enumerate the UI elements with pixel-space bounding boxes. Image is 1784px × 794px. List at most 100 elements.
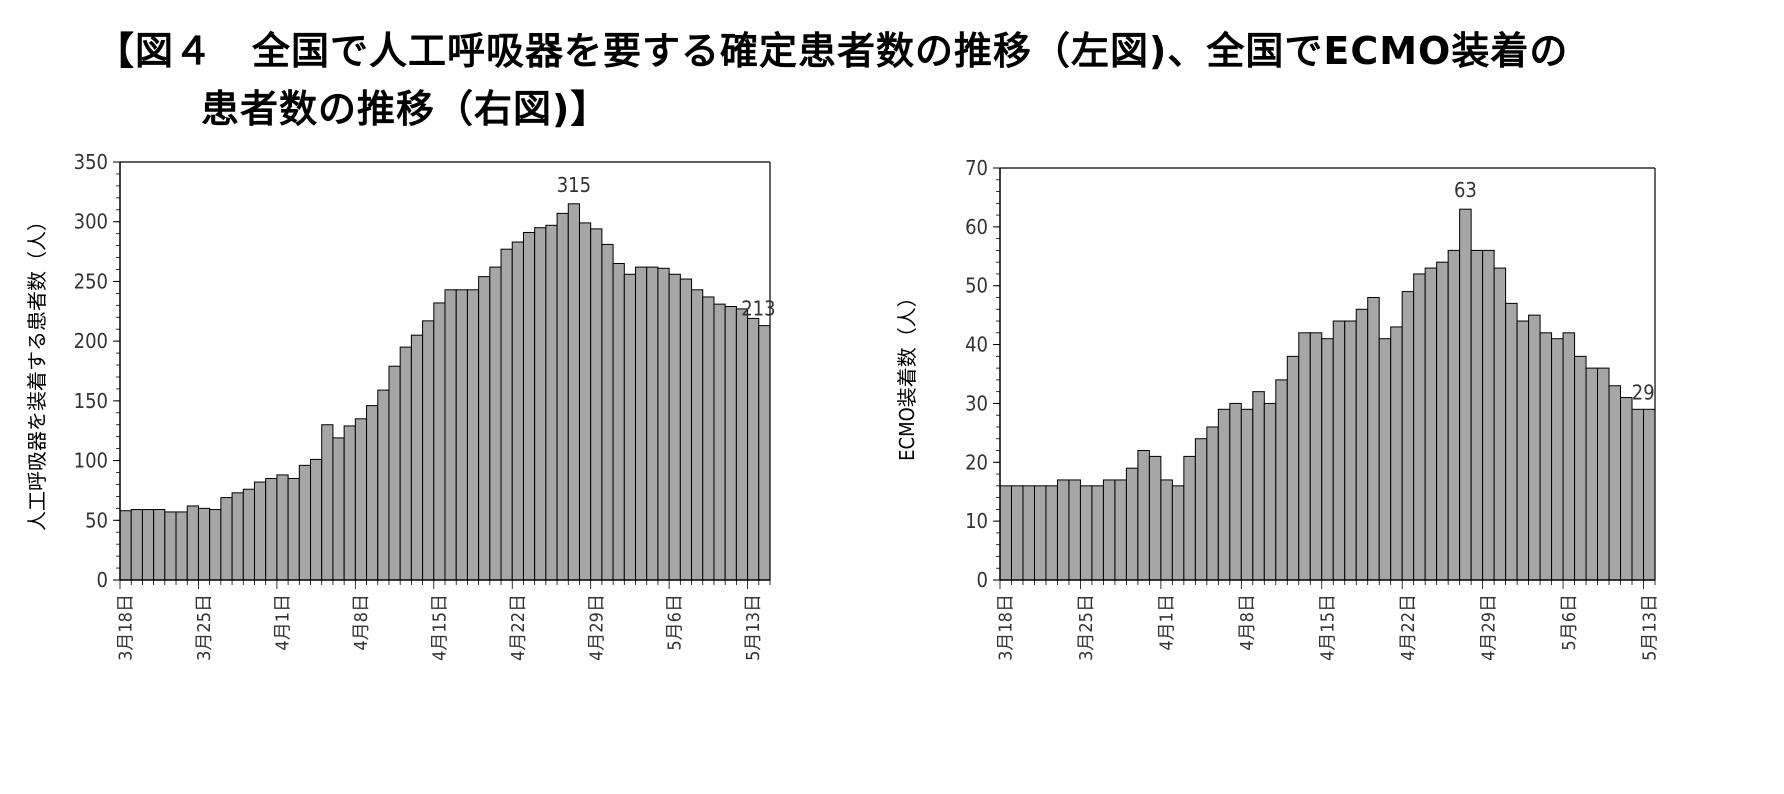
ventilator-y-tick-label: 250 <box>74 269 108 293</box>
ventilator-bar <box>713 303 726 581</box>
ventilator-bar <box>623 273 637 581</box>
ventilator-bar <box>377 389 390 581</box>
ecmo-y-tick-label: 30 <box>965 391 988 415</box>
ventilator-x-tick-label: 3月18日 <box>116 594 137 661</box>
ventilator-bar <box>567 203 580 581</box>
ecmo-bar <box>1631 408 1645 581</box>
ventilator-bar <box>287 477 300 581</box>
ecmo-x-tick-label: 4月1日 <box>1157 594 1178 651</box>
ecmo-y-tick-label: 40 <box>965 333 988 357</box>
ventilator-bar <box>119 510 132 581</box>
ventilator-bar <box>466 289 480 581</box>
ventilator-bar <box>646 266 659 581</box>
ventilator-bar <box>220 497 233 581</box>
figure-heading: 【図４ 全国で人工呼吸器を要する確定患者数の推移（左図)、全国でECMO装着の … <box>96 22 1756 138</box>
ventilator-y-tick-label: 350 <box>74 150 108 174</box>
ventilator-y-tick-label: 100 <box>74 449 108 473</box>
ventilator-bar <box>702 296 715 581</box>
ecmo-bar <box>1539 332 1553 581</box>
ecmo-bar <box>1470 249 1484 581</box>
ecmo-bar <box>1148 455 1162 581</box>
ecmo-bar <box>1010 485 1024 581</box>
ecmo-y-tick-label: 50 <box>965 274 988 298</box>
ecmo-chart: ECMO装着数（人） 0 10 20 30 40 50 60 70 3月18日 3月25日 4月1日 4… <box>890 150 1770 794</box>
ecmo-bar <box>1056 479 1070 581</box>
heading-line-2: 患者数の推移（右図)】 <box>201 87 610 131</box>
ventilator-bar <box>242 488 255 581</box>
ecmo-x-tick-label: 4月15日 <box>1318 594 1339 661</box>
ventilator-bar <box>679 278 693 581</box>
ventilator-bar <box>747 317 760 581</box>
ventilator-bar <box>265 477 278 581</box>
ecmo-x-tick-label: 4月8日 <box>1237 594 1258 651</box>
ecmo-bar <box>1620 397 1633 581</box>
ecmo-bar <box>1309 332 1323 581</box>
ecmo-last-value-label: 29 <box>1632 380 1655 404</box>
ecmo-x-tick-label: 5月13日 <box>1639 594 1660 661</box>
ventilator-x-tick-label: 5月6日 <box>665 594 686 651</box>
ventilator-x-tick-label: 3月25日 <box>194 594 215 661</box>
ventilator-bar <box>735 308 749 581</box>
ecmo-bar <box>1045 485 1058 581</box>
ventilator-bar <box>657 267 670 581</box>
ventilator-bar <box>444 289 457 581</box>
ventilator-bar <box>534 227 547 581</box>
ventilator-chart-svg: 人工呼吸器を装着する患者数（人） 0 50 100 150 200 250 300 350 3月1… <box>25 150 776 661</box>
ecmo-bar <box>1332 320 1346 581</box>
ecmo-bar <box>1574 355 1587 581</box>
ventilator-x-tick-label: 4月22日 <box>508 594 529 661</box>
ecmo-bar <box>1217 408 1231 581</box>
ventilator-bar <box>455 289 468 581</box>
ventilator-bar <box>724 306 737 581</box>
ecmo-bar <box>1068 479 1081 581</box>
ventilator-bar <box>253 481 267 581</box>
ecmo-bar <box>1413 273 1426 581</box>
ecmo-bar <box>1597 367 1610 581</box>
heading-line-1: 【図４ 全国で人工呼吸器を要する確定患者数の推移（左図)、全国でECMO装着の <box>96 29 1569 73</box>
ventilator-bar <box>153 509 166 581</box>
ventilator-x-tick-label: 4月29日 <box>586 594 607 661</box>
ventilator-bar <box>130 509 143 581</box>
ventilator-x-tick-label: 4月8日 <box>351 594 372 651</box>
ecmo-bar <box>1378 338 1392 581</box>
ecmo-bar <box>1401 291 1415 581</box>
ecmo-bar <box>1516 320 1530 581</box>
ecmo-bar <box>1528 314 1541 581</box>
ventilator-y-tick-label: 200 <box>74 329 108 353</box>
ecmo-bar <box>1252 391 1265 581</box>
ventilator-bar <box>310 458 323 581</box>
ecmo-bar <box>1022 485 1035 581</box>
ventilator-bar <box>500 248 513 581</box>
ecmo-bar <box>1160 479 1173 581</box>
ecmo-bar <box>1447 249 1461 581</box>
ecmo-bar <box>1367 296 1380 581</box>
ventilator-bar <box>298 464 312 581</box>
ventilator-bar <box>186 505 199 581</box>
ventilator-bar <box>590 228 603 581</box>
ecmo-bar <box>1183 455 1196 581</box>
ecmo-y-tick-label: 70 <box>965 156 988 180</box>
ventilator-bar <box>578 222 592 581</box>
ecmo-bar <box>1585 367 1599 581</box>
ventilator-x-tick-label: 5月13日 <box>743 594 764 661</box>
ventilator-bar <box>635 266 648 581</box>
ecmo-bar <box>1125 467 1139 581</box>
ecmo-bar <box>1137 450 1150 581</box>
ventilator-y-tick-label: 300 <box>74 210 108 234</box>
ventilator-bar <box>433 302 446 581</box>
ventilator-bar <box>366 405 379 581</box>
ventilator-bar <box>422 320 435 581</box>
ecmo-bar <box>1275 379 1288 581</box>
ventilator-bar <box>601 243 614 581</box>
ecmo-bar <box>1355 308 1369 581</box>
ventilator-bar <box>410 334 424 581</box>
ecmo-bar <box>1482 249 1495 581</box>
ventilator-x-tick-label: 4月1日 <box>273 594 294 651</box>
ecmo-bar <box>1091 485 1104 581</box>
ecmo-y-tick-label: 0 <box>977 568 988 592</box>
ventilator-bar <box>545 224 558 581</box>
ventilator-bar <box>511 241 524 581</box>
ventilator-y-tick-label: 0 <box>97 568 108 592</box>
ecmo-bar <box>1459 208 1472 581</box>
ecmo-bar <box>999 485 1012 581</box>
